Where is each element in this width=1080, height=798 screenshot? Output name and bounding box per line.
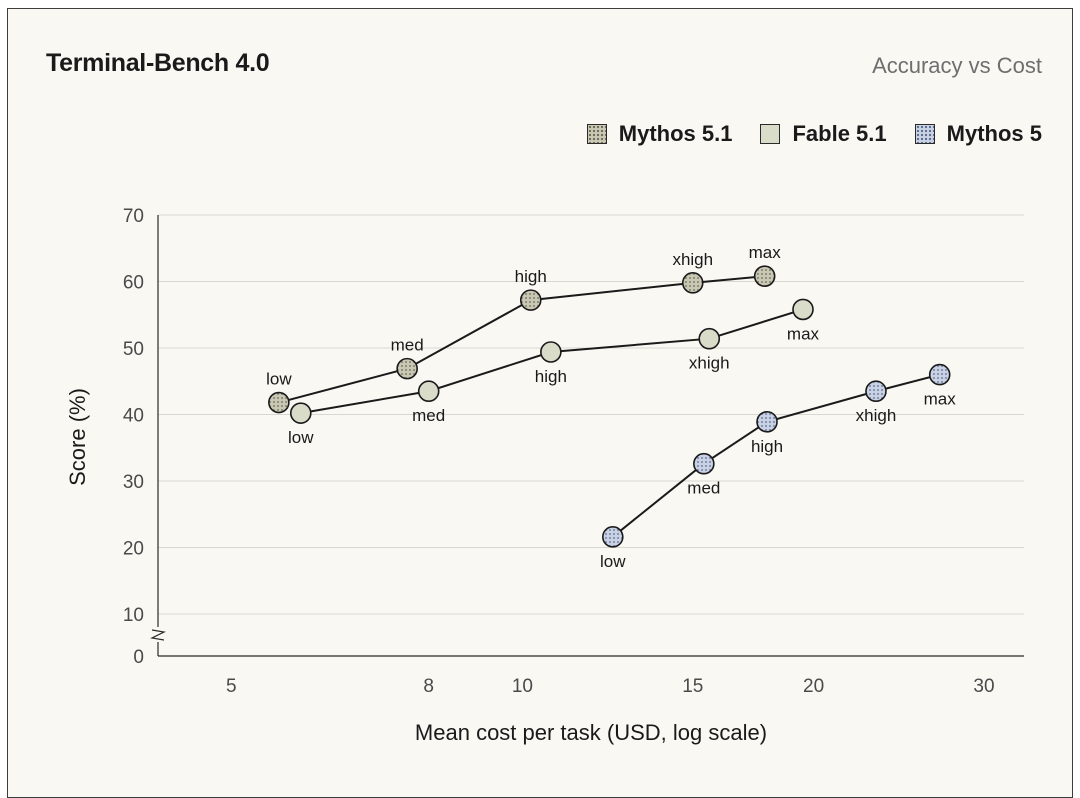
axis-break-marker [150,629,166,641]
data-label-fable-5-1-high: high [535,367,567,386]
x-tick-label: 30 [973,676,994,697]
data-label-mythos-5-low: low [600,552,626,571]
data-point-fable-5-1-max [792,298,814,321]
legend-item-fable-5-1: Fable 5.1 [760,121,887,147]
data-label-mythos-5-xhigh: xhigh [856,406,897,425]
data-label-fable-5-1-low: low [288,428,314,447]
data-label-mythos-5-max: max [924,390,957,409]
y-tick-label: 20 [123,539,144,560]
x-tick-label: 10 [512,676,533,697]
data-point-mythos-5-xhigh [865,380,887,403]
data-point-mythos-5-max [928,363,951,386]
data-point-mythos-5-1-max [753,265,776,287]
data-label-mythos-5-1-xhigh: xhigh [672,250,713,269]
chart-subtitle: Accuracy vs Cost [872,53,1042,78]
x-tick-label: 15 [682,676,703,697]
legend-label-mythos-5-1: Mythos 5.1 [618,121,733,146]
x-tick-label: 20 [803,676,824,697]
chart-card: Terminal-Bench 4.0 Accuracy vs Cost Myth… [7,8,1073,798]
data-point-fable-5-1-low [289,402,312,424]
data-label-mythos-5-1-max: max [749,243,782,262]
chart-title: Terminal-Bench 4.0 [46,49,270,77]
x-axis-label: Mean cost per task (USD, log scale) [415,720,767,745]
data-label-fable-5-1-max: max [787,324,820,343]
data-point-mythos-5-1-med [396,357,418,380]
legend-label-fable-5-1: Fable 5.1 [792,121,887,146]
legend-label-mythos-5: Mythos 5 [946,121,1042,146]
data-label-mythos-5-1-med: med [391,336,424,355]
data-label-mythos-5-1-low: low [266,370,292,389]
legend-item-mythos-5: Mythos 5 [914,121,1042,147]
y-tick-label: 40 [123,406,144,427]
data-label-mythos-5-med: med [687,479,720,498]
y-tick-label: 50 [123,339,144,360]
y-tick-label: 10 [123,605,144,626]
data-label-mythos-5-high: high [751,437,783,456]
y-tick-label: 0 [133,647,144,668]
series-mythos-5: low med high xhigh max [600,363,957,571]
series-mythos-5-1: low med high xhigh max [266,243,782,414]
legend-swatch-mythos-5-1 [586,124,607,144]
data-label-fable-5-1-med: med [412,406,445,425]
series-layer: low med high xhigh max low med high xhigh max low m… [266,243,956,571]
y-tick-label: 30 [123,472,144,493]
data-point-mythos-5-high [756,411,778,433]
y-axis-label: Score (%) [65,388,90,486]
data-point-mythos-5-med [693,452,715,475]
data-point-fable-5-1-high [540,341,562,363]
data-point-mythos-5-1-high [519,289,542,311]
data-point-mythos-5-1-xhigh [681,272,704,294]
legend: Mythos 5.1 Fable 5.1 Mythos 5 [586,121,1042,147]
y-tick-label: 70 [123,206,144,227]
data-point-mythos-5-low [602,526,624,548]
data-label-mythos-5-1-high: high [515,267,547,286]
series-fable-5-1: low med high xhigh max [288,298,820,447]
data-label-fable-5-1-xhigh: xhigh [689,354,730,373]
y-tick-label: 60 [123,273,144,294]
data-point-fable-5-1-med [417,380,440,403]
x-tick-label: 5 [226,676,237,697]
x-tick-label: 8 [423,676,434,697]
data-point-fable-5-1-xhigh [698,327,721,350]
axis-layer: 0 10 20 30 40 50 60 70 5 8 10 15 20 30 [123,206,1024,697]
legend-swatch-fable-5-1 [760,124,781,144]
legend-swatch-mythos-5 [914,124,935,144]
data-point-mythos-5-1-low [268,391,290,414]
legend-item-mythos-5-1: Mythos 5.1 [586,121,733,147]
